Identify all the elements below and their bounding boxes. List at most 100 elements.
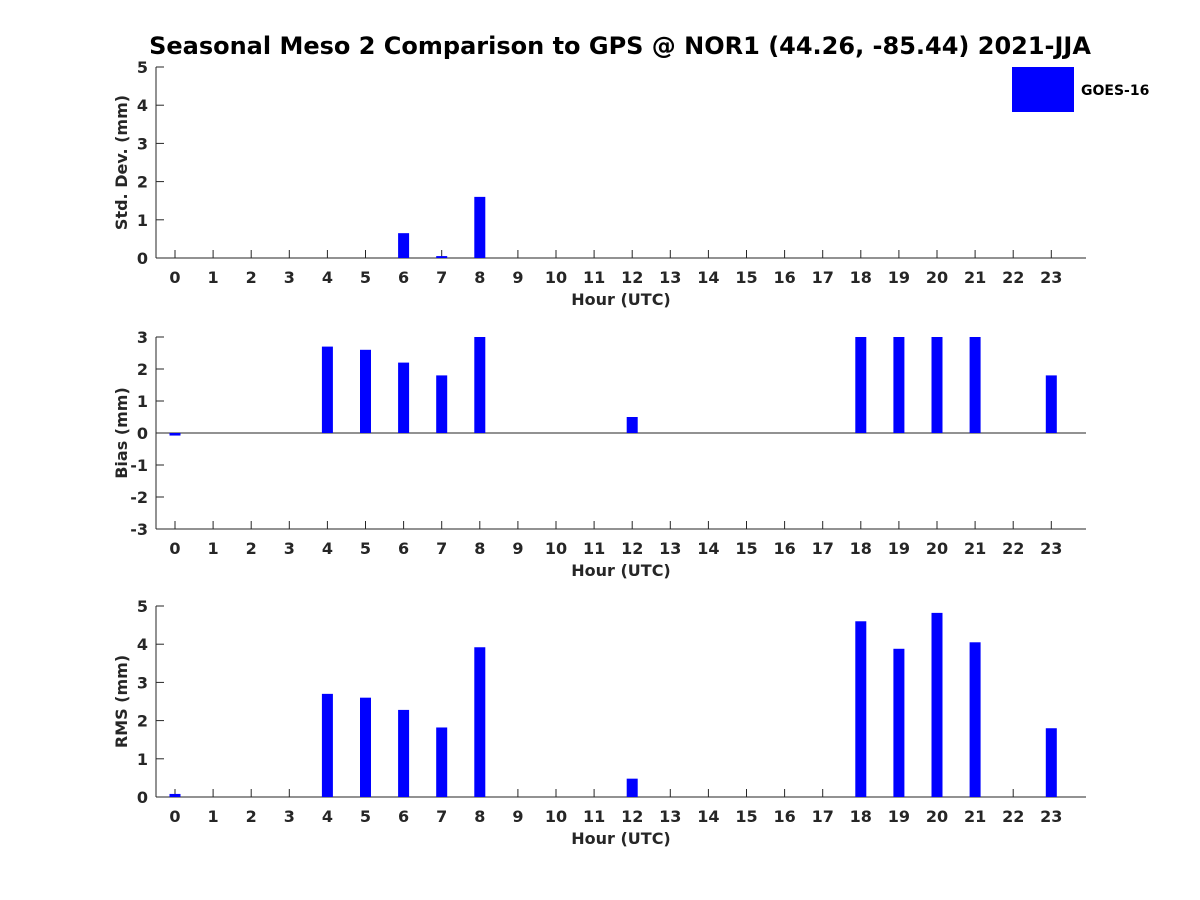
x-tick-label: 8 xyxy=(474,807,485,826)
x-tick-label: 10 xyxy=(545,268,567,287)
x-tick-label: 18 xyxy=(850,807,872,826)
bar xyxy=(398,362,410,433)
bar xyxy=(474,196,486,258)
x-tick-label: 6 xyxy=(398,268,409,287)
x-tick-label: 13 xyxy=(659,539,681,558)
x-tick-label: 15 xyxy=(735,807,757,826)
x-tick-label: 7 xyxy=(436,268,447,287)
x-tick-label: 5 xyxy=(360,539,371,558)
x-tick-label: 11 xyxy=(583,807,605,826)
x-tick-label: 17 xyxy=(812,539,834,558)
x-tick-label: 16 xyxy=(773,268,795,287)
bar xyxy=(321,693,333,797)
x-tick-label: 6 xyxy=(398,539,409,558)
bar xyxy=(626,778,638,797)
bar xyxy=(893,648,905,797)
x-tick-label: 16 xyxy=(773,539,795,558)
y-axis-label: Bias (mm) xyxy=(112,387,131,479)
x-tick-label: 19 xyxy=(888,807,910,826)
y-tick-label: 3 xyxy=(137,134,148,153)
x-tick-label: 21 xyxy=(964,807,986,826)
bar xyxy=(436,375,448,433)
y-tick-label: 2 xyxy=(137,712,148,731)
x-tick-label: 1 xyxy=(208,268,219,287)
x-tick-label: 8 xyxy=(474,539,485,558)
y-tick-label: -3 xyxy=(130,520,148,539)
x-tick-label: 18 xyxy=(850,539,872,558)
y-tick-label: 0 xyxy=(137,788,148,807)
x-tick-label: 23 xyxy=(1040,807,1062,826)
bar xyxy=(626,417,638,433)
y-tick-label: 2 xyxy=(137,360,148,379)
x-tick-label: 4 xyxy=(322,807,333,826)
x-tick-label: 2 xyxy=(246,807,257,826)
x-tick-label: 8 xyxy=(474,268,485,287)
x-tick-label: 19 xyxy=(888,268,910,287)
y-tick-label: 2 xyxy=(137,173,148,192)
x-tick-label: 9 xyxy=(512,539,523,558)
bar xyxy=(969,337,981,433)
x-tick-label: 0 xyxy=(169,807,180,826)
bar xyxy=(474,337,486,433)
x-tick-label: 23 xyxy=(1040,539,1062,558)
x-tick-label: 13 xyxy=(659,807,681,826)
bar xyxy=(360,697,371,797)
bar xyxy=(169,433,181,436)
x-tick-label: 3 xyxy=(284,268,295,287)
x-tick-label: 1 xyxy=(208,807,219,826)
x-tick-label: 7 xyxy=(436,539,447,558)
y-tick-label: 0 xyxy=(137,424,148,443)
x-tick-label: 12 xyxy=(621,268,643,287)
x-tick-label: 14 xyxy=(697,807,719,826)
bar xyxy=(1045,728,1057,797)
x-tick-label: 2 xyxy=(246,539,257,558)
bar xyxy=(931,337,943,433)
x-tick-label: 12 xyxy=(621,807,643,826)
bar xyxy=(169,793,181,797)
legend: GOES-16 xyxy=(1012,67,1149,112)
bar xyxy=(893,337,905,433)
x-tick-label: 4 xyxy=(322,539,333,558)
y-tick-label: -2 xyxy=(130,488,148,507)
bar xyxy=(931,612,943,797)
x-tick-label: 14 xyxy=(697,268,719,287)
x-tick-label: 10 xyxy=(545,539,567,558)
x-tick-label: 5 xyxy=(360,807,371,826)
x-axis-label: Hour (UTC) xyxy=(571,290,671,309)
x-axis-label: Hour (UTC) xyxy=(571,561,671,580)
x-tick-label: 4 xyxy=(322,268,333,287)
x-tick-label: 3 xyxy=(284,807,295,826)
y-tick-label: 1 xyxy=(137,750,148,769)
x-tick-label: 13 xyxy=(659,268,681,287)
x-tick-label: 12 xyxy=(621,539,643,558)
x-tick-label: 20 xyxy=(926,807,948,826)
x-axis-label: Hour (UTC) xyxy=(571,829,671,848)
y-tick-label: 4 xyxy=(137,635,148,654)
x-tick-label: 5 xyxy=(360,268,371,287)
y-tick-label: 3 xyxy=(137,673,148,692)
x-tick-label: 11 xyxy=(583,268,605,287)
x-tick-label: 3 xyxy=(284,539,295,558)
x-tick-label: 9 xyxy=(512,807,523,826)
x-tick-label: 21 xyxy=(964,539,986,558)
x-tick-label: 0 xyxy=(169,539,180,558)
bar xyxy=(398,709,410,797)
x-tick-label: 1 xyxy=(208,539,219,558)
y-tick-label: 5 xyxy=(137,58,148,77)
bar xyxy=(855,337,867,433)
x-tick-label: 2 xyxy=(246,268,257,287)
legend-label: GOES-16 xyxy=(1081,83,1149,99)
bar xyxy=(1045,375,1057,433)
y-axis-label: RMS (mm) xyxy=(112,655,131,748)
y-tick-label: 3 xyxy=(137,328,148,347)
y-axis-label: Std. Dev. (mm) xyxy=(112,95,131,230)
x-tick-label: 17 xyxy=(812,268,834,287)
bar xyxy=(436,256,448,258)
y-tick-label: 4 xyxy=(137,96,148,115)
x-tick-label: 15 xyxy=(735,268,757,287)
y-tick-label: -1 xyxy=(130,456,148,475)
